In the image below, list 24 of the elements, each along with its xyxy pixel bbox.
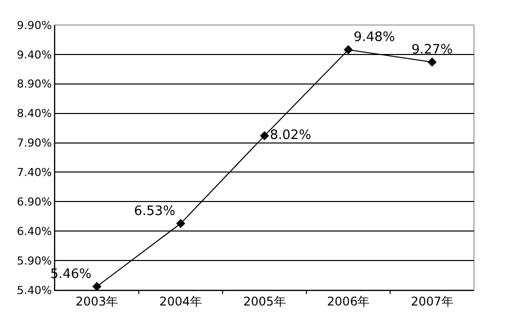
x-tick-label: 2007年 (410, 294, 454, 308)
x-tick-label: 2005年 (243, 294, 286, 308)
y-tick-label: 8.90% (16, 78, 52, 91)
y-tick-label: 5.40% (16, 284, 52, 297)
data-label: 6.53% (134, 204, 176, 219)
y-tick-label: 9.90% (16, 18, 52, 32)
data-label: 9.48% (354, 30, 395, 46)
x-tick-label: 2003年 (76, 294, 118, 308)
y-tick-label: 7.90% (16, 136, 52, 150)
y-tick-label: 7.40% (16, 166, 52, 180)
data-label: 9.27% (411, 42, 453, 58)
y-tick-label: 5.90% (16, 254, 52, 268)
y-tick-label: 8.40% (16, 107, 52, 120)
y-tick-label: 9.40% (16, 48, 52, 62)
point (176, 218, 186, 228)
y-tick-label: 6.90% (16, 196, 52, 209)
y-tick-label: 6.40% (16, 224, 52, 238)
point (344, 45, 353, 54)
data-label: 8.02% (270, 128, 312, 143)
point (260, 131, 270, 140)
point (428, 58, 437, 67)
x-tick-label: 2004年 (159, 294, 202, 308)
point (92, 282, 102, 292)
x-tick-label: 2006年 (327, 294, 370, 308)
